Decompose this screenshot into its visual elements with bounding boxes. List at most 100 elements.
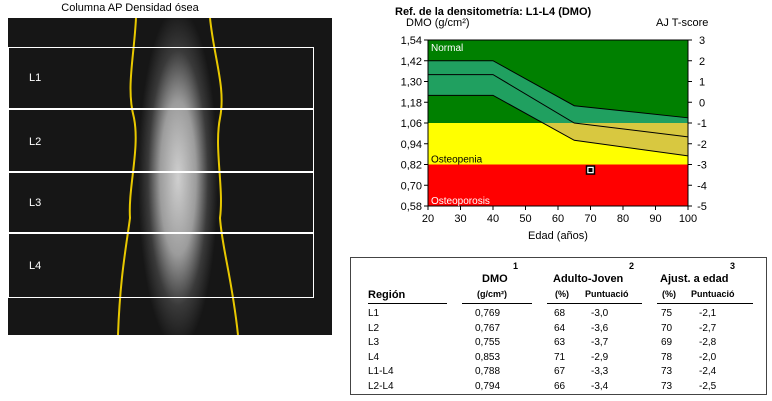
- cell-region: L3: [368, 337, 380, 348]
- x-tick-label: 90: [649, 213, 661, 225]
- cell-dmo: 0,794: [475, 380, 501, 392]
- cell-age-score: -2,5: [699, 380, 717, 392]
- region-label-l4: L4: [29, 260, 42, 272]
- cell-adult-pct: 67: [554, 366, 566, 377]
- region-box-l3: [8, 172, 314, 233]
- reference-line-lower: [428, 94, 689, 157]
- cell-region: L2-L4: [368, 380, 394, 392]
- y-tick-label: 1,54: [401, 35, 422, 47]
- zone-osteoporosis: [428, 164, 688, 206]
- y2-tick-label: 0: [699, 97, 705, 109]
- x-tick-label: 50: [519, 213, 531, 225]
- y2-tick-label: -5: [697, 201, 707, 213]
- densitometry-chart: 1,541,421,301,181,060,940,820,700,583210…: [401, 35, 707, 242]
- cell-dmo: 0,853: [475, 351, 501, 363]
- zone-label-normal: Normal: [431, 43, 463, 54]
- cell-adult-score: -2,9: [591, 351, 609, 363]
- cell-dmo: 0,755: [475, 337, 501, 348]
- cell-adult-pct: 71: [554, 351, 566, 363]
- divider: [462, 303, 532, 304]
- region-box-l4: [8, 233, 314, 298]
- cell-region: L2: [368, 322, 380, 334]
- header-age-score: Puntuació: [691, 289, 735, 299]
- y-tick-label: 0,70: [401, 180, 422, 192]
- cell-age-pct: 73: [661, 366, 673, 377]
- y2-tick-label: -3: [697, 160, 707, 172]
- cell-age-pct: 73: [661, 380, 673, 392]
- cell-region: L4: [368, 351, 380, 363]
- header-age-adjusted: Ajust. a edad: [660, 273, 729, 285]
- x-tick-label: 40: [487, 213, 499, 225]
- divider: [547, 303, 642, 304]
- divider: [368, 303, 447, 304]
- y2-tick-label: -2: [697, 139, 707, 151]
- x-tick-label: 60: [552, 213, 564, 225]
- cell-adult-score: -3,3: [591, 366, 609, 377]
- cell-adult-score: -3,0: [591, 308, 609, 319]
- scan-title: Columna AP Densidad ósea: [61, 2, 199, 14]
- divider: [657, 303, 753, 304]
- y2-tick-label: 1: [699, 77, 705, 89]
- cell-dmo: 0,767: [475, 322, 501, 334]
- y-tick-label: 0,82: [401, 160, 422, 172]
- table-row: L1 0,769 68 -3,0 75 -2,1: [351, 308, 766, 322]
- table-row: L4 0,853 71 -2,9 78 -2,0: [351, 352, 766, 366]
- cell-adult-pct: 63: [554, 337, 566, 348]
- results-table: 1 2 3 DMO Adulto-Joven Ajust. a edad Reg…: [350, 257, 767, 395]
- header-age-pct: (%): [662, 289, 676, 299]
- region-box-l1: [8, 47, 314, 109]
- y-tick-label: 0,58: [401, 201, 422, 213]
- cell-dmo: 0,769: [475, 308, 501, 319]
- cell-age-pct: 75: [661, 308, 673, 319]
- header-dmo: DMO: [482, 273, 508, 285]
- x-tick-label: 30: [454, 213, 466, 225]
- region-box-l2: [8, 109, 314, 172]
- cell-age-score: -2,4: [699, 366, 717, 377]
- x-tick-label: 100: [679, 213, 697, 225]
- cell-region: L1-L4: [368, 366, 394, 377]
- header-adult-pct: (%): [555, 289, 569, 299]
- cell-dmo: 0,788: [475, 366, 501, 377]
- region-label-l1: L1: [29, 72, 42, 84]
- x-tick-label: 20: [422, 213, 434, 225]
- y2-tick-label: 2: [699, 56, 705, 68]
- x-tick-label: 80: [617, 213, 629, 225]
- header-region: Región: [368, 289, 406, 301]
- cell-age-score: -2,7: [699, 322, 717, 334]
- table-row: L1-L4 0,788 67 -3,3 73 -2,4: [351, 366, 766, 380]
- zone-label-osteoporosis: Osteoporosis: [431, 196, 490, 207]
- col-number-3: 3: [730, 261, 736, 271]
- reference-line-upper: [428, 60, 689, 119]
- cell-adult-pct: 68: [554, 308, 566, 319]
- y2-tick-label: -1: [697, 118, 707, 130]
- x-tick-label: 70: [584, 213, 596, 225]
- zone-label-osteopenia: Osteopenia: [431, 155, 483, 166]
- spine-scan-image: L1 L2 L3 L4: [8, 18, 332, 335]
- spine-outline: [117, 18, 239, 335]
- y2-tick-label: 3: [699, 35, 705, 47]
- chart-title: Ref. de la densitometría: L1-L4 (DMO): [395, 6, 592, 18]
- reference-line-mean: [428, 74, 689, 138]
- y-tick-label: 1,06: [401, 118, 422, 130]
- cell-region: L1: [368, 308, 380, 319]
- header-dmo-unit: (g/cm²): [477, 289, 507, 299]
- y-tick-label: 1,30: [401, 77, 422, 89]
- cell-adult-score: -3,4: [591, 380, 609, 392]
- x-axis-label: Edad (años): [528, 230, 588, 242]
- region-label-l3: L3: [29, 197, 42, 209]
- cell-adult-pct: 64: [554, 322, 566, 334]
- cell-age-score: -2,0: [699, 351, 717, 363]
- cell-age-score: -2,1: [699, 308, 717, 319]
- header-adult-young: Adulto-Joven: [553, 273, 624, 285]
- col-number-1: 1: [513, 261, 519, 271]
- table-row: L3 0,755 63 -3,7 69 -2,8: [351, 337, 766, 351]
- cell-age-pct: 70: [661, 322, 673, 334]
- table-row: L2 0,767 64 -3,6 70 -2,7: [351, 323, 766, 337]
- chart-y2-axis-label: AJ T-score: [656, 17, 709, 29]
- y-tick-label: 1,42: [401, 56, 422, 68]
- patient-marker-dot: [588, 168, 593, 173]
- y-tick-label: 1,18: [401, 97, 422, 109]
- cell-age-score: -2,8: [699, 337, 717, 348]
- cell-age-pct: 69: [661, 337, 673, 348]
- chart-y-axis-label: DMO (g/cm²): [406, 17, 470, 29]
